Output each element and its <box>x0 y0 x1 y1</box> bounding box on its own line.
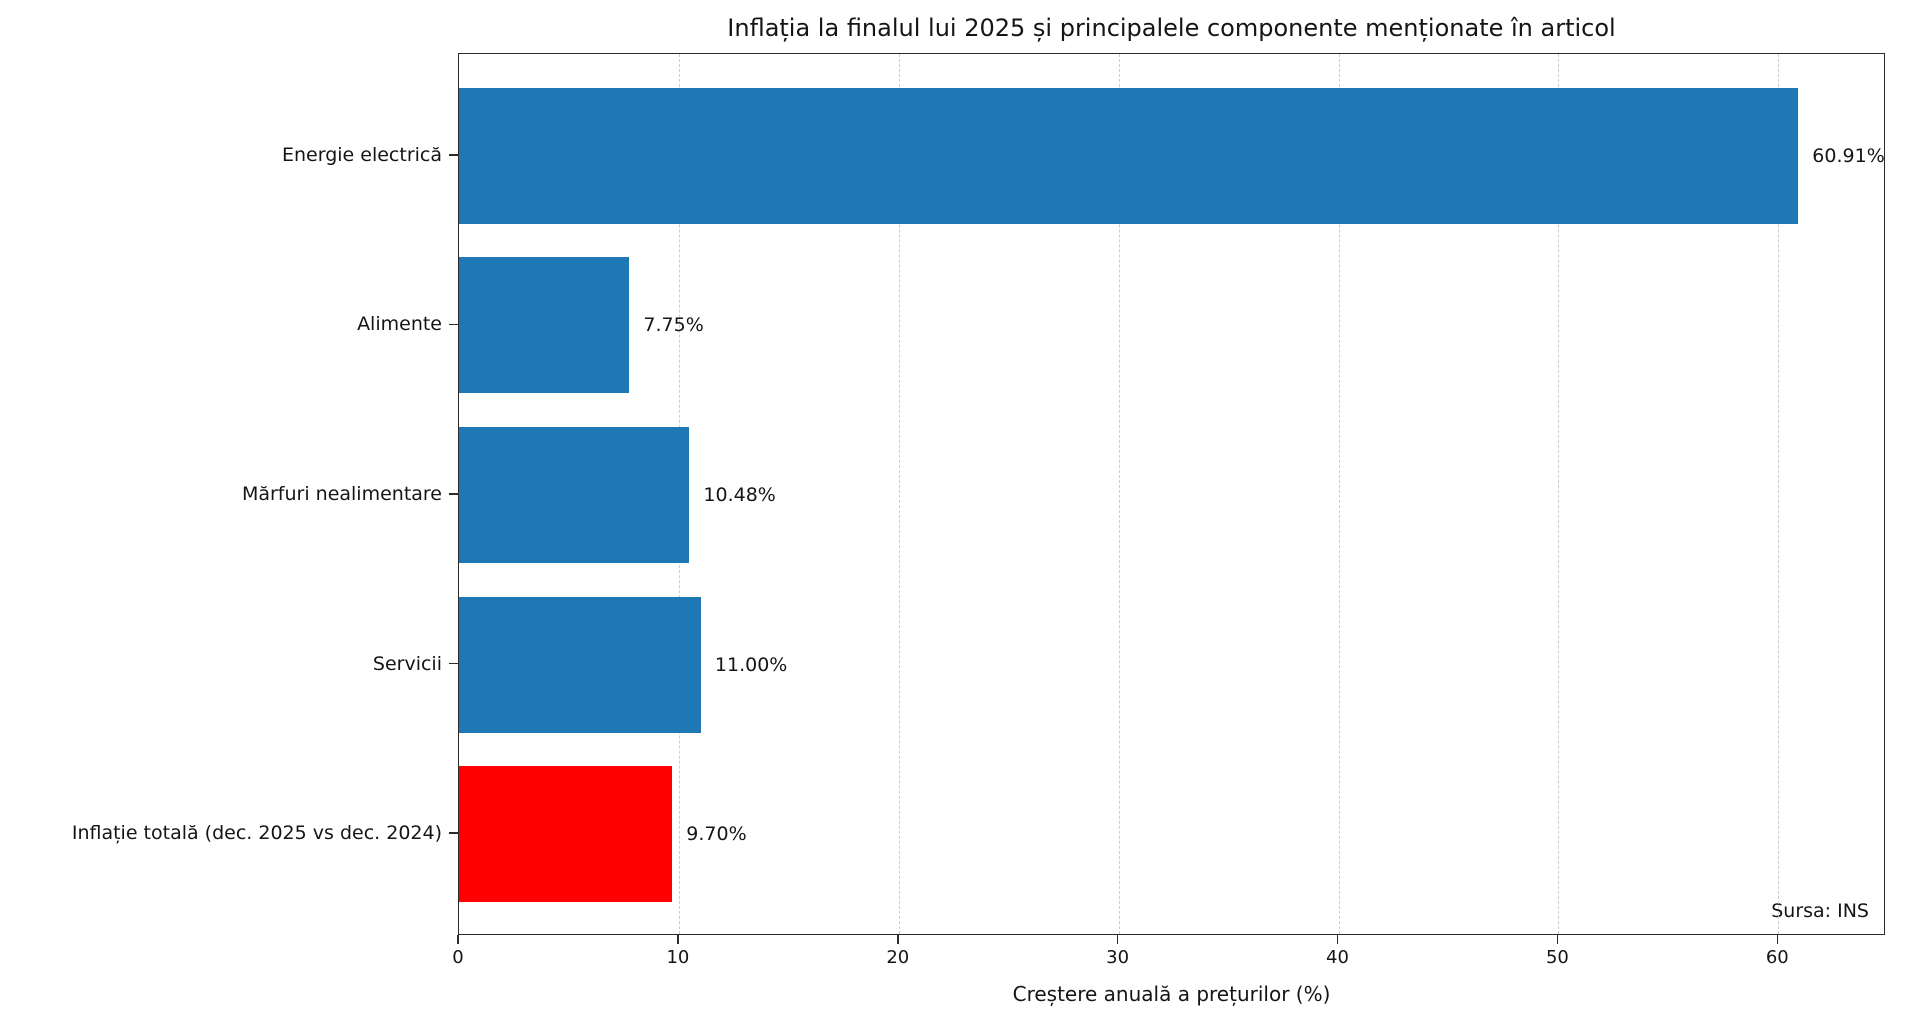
y-tick-mark-2 <box>449 323 458 326</box>
x-tick-label-10: 10 <box>666 947 690 968</box>
bar-1 <box>459 87 1799 224</box>
y-category-label-3: Mărfuri nealimentare <box>241 483 442 505</box>
gridline-x-40 <box>1338 54 1340 934</box>
bar-value-label-5: 9.70% <box>686 823 747 846</box>
x-tick-mark-20 <box>897 935 899 944</box>
bar-2 <box>459 257 630 394</box>
gridline-x-20 <box>898 54 900 934</box>
x-tick-mark-60 <box>1776 935 1779 944</box>
x-tick-mark-40 <box>1336 935 1339 944</box>
y-tick-mark-5 <box>449 832 458 834</box>
bar-5 <box>459 766 673 903</box>
x-axis-label: Creștere anuală a prețurilor (%) <box>1012 982 1331 1006</box>
x-tick-label-60: 60 <box>1765 947 1789 968</box>
bar-value-label-2: 7.75% <box>643 314 704 337</box>
chart-title: Inflația la finalul lui 2025 și principa… <box>727 14 1616 42</box>
bar-3 <box>459 427 690 563</box>
bar-value-label-1: 60.91% <box>1812 144 1885 167</box>
gridline-x-60 <box>1778 54 1780 934</box>
y-category-label-1: Energie electrică <box>281 143 442 166</box>
x-tick-label-40: 40 <box>1326 947 1349 968</box>
x-tick-mark-0 <box>457 935 459 944</box>
x-tick-mark-10 <box>677 935 679 944</box>
bar-4 <box>459 596 701 733</box>
x-tick-label-0: 0 <box>452 947 464 968</box>
x-tick-label-30: 30 <box>1106 947 1130 968</box>
y-category-label-5: Inflație totală (dec. 2025 vs dec. 2024) <box>71 822 442 845</box>
bar-value-label-3: 10.48% <box>703 484 776 506</box>
gridline-x-50 <box>1558 54 1560 934</box>
gridline-x-30 <box>1118 54 1120 934</box>
y-category-label-4: Servicii <box>372 652 442 675</box>
bar-value-label-4: 11.00% <box>714 653 788 676</box>
x-tick-mark-30 <box>1116 935 1119 944</box>
x-tick-label-20: 20 <box>886 947 910 968</box>
y-tick-mark-1 <box>449 154 458 156</box>
source-note: Sursa: INS <box>1771 900 1869 922</box>
y-tick-mark-3 <box>449 493 458 495</box>
y-tick-mark-4 <box>449 662 458 665</box>
plot-area: Sursa: INS 60.91% 7.75% 10.48% 11.00% 9.70% <box>458 53 1885 935</box>
x-tick-mark-50 <box>1556 935 1559 944</box>
x-tick-label-50: 50 <box>1545 947 1569 968</box>
y-category-label-2: Alimente <box>357 313 442 336</box>
